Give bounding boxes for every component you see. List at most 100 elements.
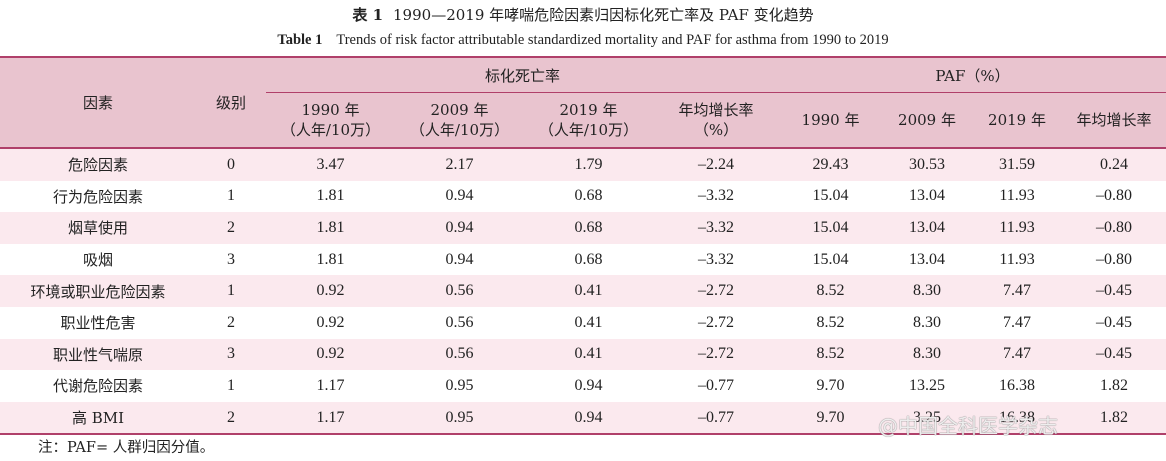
table-cell: 0.56 [395,338,524,371]
table-cell: –0.45 [1062,338,1166,371]
table-cell: –0.45 [1062,306,1166,339]
table-cell: 0.94 [524,401,653,436]
table-cell: 15.04 [779,180,883,213]
table-cell: –0.77 [653,401,780,436]
table-cell: 0.92 [266,306,395,339]
table-cell: –2.24 [653,148,780,181]
table-cell: 8.30 [882,306,973,339]
table-cell: 环境或职业危险因素 [0,275,196,307]
table-cell: 31.59 [972,148,1063,181]
table-cell: 0 [196,148,266,181]
table-header: 因素 级别 标化死亡率 PAF（%） 1990 年（人年/10万） 2009 年… [0,57,1166,148]
table-caption-cn: 表 1 1990—2019 年哮喘危险因素归因标化死亡率及 PAF 变化趋势 [0,4,1166,26]
table-cell: 职业性气喘原 [0,338,196,371]
header-level: 级别 [196,57,266,148]
table-cell: 15.04 [779,212,883,244]
watermark: @中国全科医学杂志 [878,414,1058,438]
header-m2009: 2009 年（人年/10万） [395,92,524,148]
header-p1990: 1990 年 [779,92,883,148]
table-cell: 11.93 [972,180,1063,213]
table-body: 危险因素 0 3.47 2.17 1.79 –2.24 29.43 30.53 31.59 0.2… [0,148,1166,436]
table-row: 环境或职业危险因素 1 0.92 0.56 0.41 –2.72 8.52 8.30 7.47–… [0,275,1166,307]
header-p2019: 2019 年 [972,92,1063,148]
table-cell: –0.80 [1062,212,1166,244]
table-cell: 0.41 [524,338,653,371]
table-cell: 2.17 [395,148,524,181]
table-cell: 16.38 [972,370,1063,402]
table-cell: 30.53 [882,148,973,181]
table-cell: 0.94 [524,370,653,402]
table-row: 危险因素 0 3.47 2.17 1.79 –2.24 29.43 30.53 31.59 0.2… [0,148,1166,181]
table-cell: 13.25 [882,370,973,402]
table-cell: 0.68 [524,212,653,244]
table-row: 高 BMI 2 1.17 0.95 0.94 –0.77 9.70 3.25 16.38 1.82 [0,401,1166,436]
table-cell: 3 [196,338,266,371]
table-cell: 0.41 [524,306,653,339]
header-p2009: 2009 年 [882,92,973,148]
table-cell: 0.94 [395,180,524,213]
table-cell: 1.81 [266,212,395,244]
table-cell: –2.72 [653,275,780,307]
table-cell: 3 [196,243,266,276]
table-cell: –2.72 [653,338,780,371]
table-cell: 吸烟 [0,243,196,276]
table-cell: 15.04 [779,243,883,276]
table-cell: 0.92 [266,275,395,307]
table-cell: 高 BMI [0,401,196,436]
table-cell: 0.56 [395,306,524,339]
table-row: 代谢危险因素 1 1.17 0.95 0.94 –0.77 9.70 13.25 16.38 1.… [0,370,1166,402]
caption-en-label: Table 1 [277,32,323,48]
table-cell: 1.17 [266,401,395,436]
caption-en-text: Trends of risk factor attributable stand… [336,32,889,48]
caption-cn-label: 表 1 [352,6,384,24]
header-group-paf: PAF（%） [779,57,1166,93]
table-cell: 8.52 [779,275,883,307]
table-cell: 7.47 [972,275,1063,307]
table-cell: 7.47 [972,338,1063,371]
table-cell: 1 [196,275,266,307]
table-cell: 0.95 [395,370,524,402]
table-cell: 0.94 [395,243,524,276]
table-row: 职业性气喘原 3 0.92 0.56 0.41 –2.72 8.52 8.30 7.47 –0.4… [0,338,1166,371]
table-cell: –0.80 [1062,243,1166,276]
table-cell: 2 [196,401,266,436]
table-cell: 0.92 [266,338,395,371]
table-cell: 0.94 [395,212,524,244]
table-cell: 11.93 [972,243,1063,276]
table-cell: 3.47 [266,148,395,181]
table-cell: 8.30 [882,275,973,307]
table-caption-en: Table 1 Trends of risk factor attributabl… [0,30,1166,50]
table-cell: 1.82 [1062,401,1166,436]
table-note: 注：PAF= 人群归因分值。 [38,440,215,456]
table-cell: 1.81 [266,243,395,276]
table-cell: 0.41 [524,275,653,307]
table-cell: –3.32 [653,212,780,244]
table-cell: 烟草使用 [0,212,196,244]
table-cell: 0.24 [1062,148,1166,181]
table-cell: 9.70 [779,370,883,402]
table-cell: 8.30 [882,338,973,371]
table-cell: 8.52 [779,306,883,339]
header-m2019: 2019 年（人年/10万） [524,92,653,148]
table-cell: 危险因素 [0,148,196,181]
table-row: 吸烟 3 1.81 0.94 0.68 –3.32 15.04 13.04 11.93 –0.80 [0,243,1166,276]
table-cell: 代谢危险因素 [0,370,196,402]
table-cell: 1.82 [1062,370,1166,402]
table-cell: –0.77 [653,370,780,402]
table-cell: 0.95 [395,401,524,436]
table-cell: 1.79 [524,148,653,181]
table-row: 烟草使用 2 1.81 0.94 0.68 –3.32 15.04 13.04 11.93 –0.… [0,212,1166,244]
table-cell: 1.17 [266,370,395,402]
header-prate: 年均增长率 [1062,92,1166,148]
header-m1990: 1990 年（人年/10万） [266,92,395,148]
table-cell: 行为危险因素 [0,180,196,213]
table-cell: –0.80 [1062,180,1166,213]
table-cell: 13.04 [882,243,973,276]
table-cell: 3.25 [882,401,973,436]
data-table: 因素 级别 标化死亡率 PAF（%） 1990 年（人年/10万） 2009 年… [0,56,1166,436]
table-cell: –2.72 [653,306,780,339]
table-row: 职业性危害 2 0.92 0.56 0.41 –2.72 8.52 8.30 7.47 –0.45 [0,306,1166,339]
table-cell: 0.68 [524,243,653,276]
table-cell: 13.04 [882,212,973,244]
table-cell: –3.32 [653,243,780,276]
